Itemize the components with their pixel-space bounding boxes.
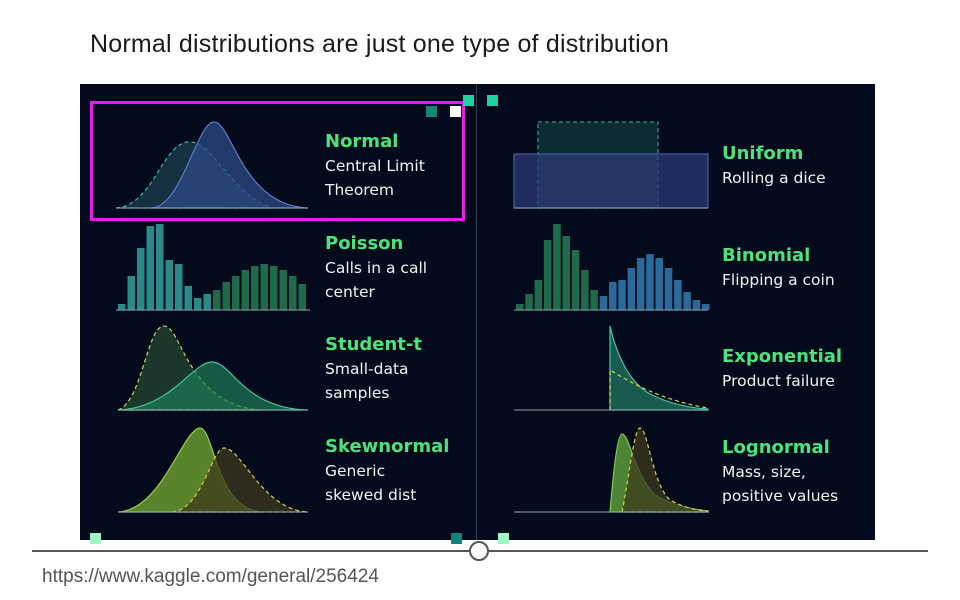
skewnormal-curve-right: [171, 447, 309, 513]
exponential-curve-dashed: [609, 368, 709, 410]
histogram-bar: [664, 268, 673, 310]
histogram-bar: [702, 304, 710, 310]
histogram-bar: [289, 276, 297, 310]
dist-student-t-desc-line1: Small-data: [325, 360, 409, 378]
student-t-curve-normal: [117, 325, 263, 411]
histogram-bar: [683, 292, 691, 310]
dist-uniform-label: Uniform Rolling a dice: [722, 142, 826, 190]
dist-poisson-desc-line2: center: [325, 283, 375, 301]
uniform-wide-rect: [513, 153, 709, 209]
normal-curve-chart: [115, 121, 309, 209]
histogram-bar: [516, 304, 524, 310]
histogram-bar: [194, 298, 202, 310]
handle-square-white[interactable]: [450, 106, 461, 117]
image-compare-slider-handle[interactable]: [469, 541, 489, 561]
histogram-bar: [241, 270, 249, 310]
dist-lognormal-label: Lognormal Mass, size, positive values: [722, 436, 838, 508]
histogram-bar: [581, 270, 589, 310]
histogram-bar: [599, 296, 608, 310]
dist-exponential-desc-line1: Product failure: [722, 372, 835, 390]
dist-poisson-name: Poisson: [325, 233, 404, 254]
handle-square-top-mid[interactable]: [463, 95, 474, 106]
binomial-bar-chart: [514, 224, 710, 311]
source-url: https://www.kaggle.com/general/256424: [42, 566, 379, 587]
histogram-bar: [251, 266, 259, 310]
skewnormal-chart: [117, 427, 309, 513]
histogram-bar: [655, 258, 663, 310]
histogram-bar: [118, 304, 126, 310]
dist-binomial-label: Binomial Flipping a coin: [722, 244, 835, 292]
histogram-bar: [127, 276, 135, 310]
handle-square-dark[interactable]: [426, 106, 437, 117]
histogram-bar: [590, 290, 598, 310]
student-t-chart: [117, 325, 309, 411]
dist-student-t-desc-line2: samples: [325, 384, 390, 402]
dist-skewnormal-label: Skewnormal Generic skewed dist: [325, 435, 449, 507]
handle-square-top-right[interactable]: [487, 95, 498, 106]
selection-highlight-box[interactable]: [90, 101, 465, 221]
dist-lognormal-desc-line1: Mass, size,: [722, 463, 806, 481]
histogram-bar: [627, 268, 636, 310]
lognormal-curve-dark: [621, 427, 709, 513]
dist-skewnormal-desc-line2: skewed dist: [325, 486, 417, 504]
histogram-bar: [222, 282, 230, 310]
histogram-bar: [692, 300, 701, 310]
panel-divider: [476, 84, 477, 540]
dist-lognormal-desc-line2: positive values: [722, 487, 839, 505]
dist-binomial-desc-line1: Flipping a coin: [722, 271, 835, 289]
uniform-chart: [513, 121, 709, 209]
student-t-curve: [117, 361, 309, 411]
histogram-bar: [618, 280, 626, 310]
dist-exponential-label: Exponential Product failure: [722, 345, 842, 393]
histogram-bar: [146, 226, 154, 310]
dist-normal-label: Normal Central Limit Theorem: [325, 130, 425, 202]
exponential-curve: [609, 325, 709, 411]
dist-normal-desc-line1: Central Limit: [325, 157, 425, 175]
slide-title: Normal distributions are just one type o…: [90, 30, 670, 58]
histogram-bar: [646, 254, 654, 310]
histogram-bar: [260, 264, 268, 310]
histogram-bar: [203, 294, 211, 310]
dist-skewnormal-name: Skewnormal: [325, 436, 450, 457]
histogram-bar: [213, 290, 221, 310]
dist-skewnormal-desc-line1: Generic: [325, 462, 386, 480]
histogram-bar: [165, 260, 173, 310]
dist-binomial-name: Binomial: [722, 245, 811, 266]
dist-normal-desc-line2: Theorem: [325, 181, 394, 199]
histogram-bar: [232, 276, 240, 310]
histogram-bar: [525, 294, 533, 310]
histogram-bar: [184, 286, 192, 310]
dist-student-t-label: Student-t Small-data samples: [325, 333, 422, 405]
handle-square-bottom-mid[interactable]: [451, 533, 462, 544]
histogram-bar: [298, 284, 306, 310]
histogram-bar: [175, 264, 183, 310]
dist-normal-name: Normal: [325, 131, 399, 152]
dist-poisson-desc-line1: Calls in a call: [325, 259, 428, 277]
histogram-bar: [571, 250, 580, 310]
dist-lognormal-name: Lognormal: [722, 437, 830, 458]
dist-exponential-name: Exponential: [722, 346, 843, 367]
histogram-bar: [674, 280, 682, 310]
histogram-bar: [636, 258, 645, 310]
dist-student-t-name: Student-t: [325, 334, 422, 355]
histogram-bar: [156, 224, 164, 310]
dist-poisson-label: Poisson Calls in a call center: [325, 232, 427, 304]
histogram-bar: [270, 266, 278, 310]
histogram-bar: [609, 282, 617, 310]
dist-uniform-name: Uniform: [722, 143, 804, 164]
handle-square-bottom-left[interactable]: [90, 533, 101, 544]
histogram-bar: [553, 224, 561, 310]
lognormal-chart: [514, 427, 709, 513]
histogram-bar: [534, 280, 543, 310]
histogram-bar: [137, 248, 145, 310]
normal-curve-narrow: [151, 121, 309, 209]
handle-square-bottom-right[interactable]: [498, 533, 509, 544]
histogram-bar: [562, 236, 570, 310]
exponential-chart: [514, 325, 709, 411]
histogram-bar: [279, 270, 287, 310]
histogram-bar: [543, 240, 552, 310]
poisson-bar-chart: [116, 224, 310, 311]
dist-uniform-desc-line1: Rolling a dice: [722, 169, 826, 187]
